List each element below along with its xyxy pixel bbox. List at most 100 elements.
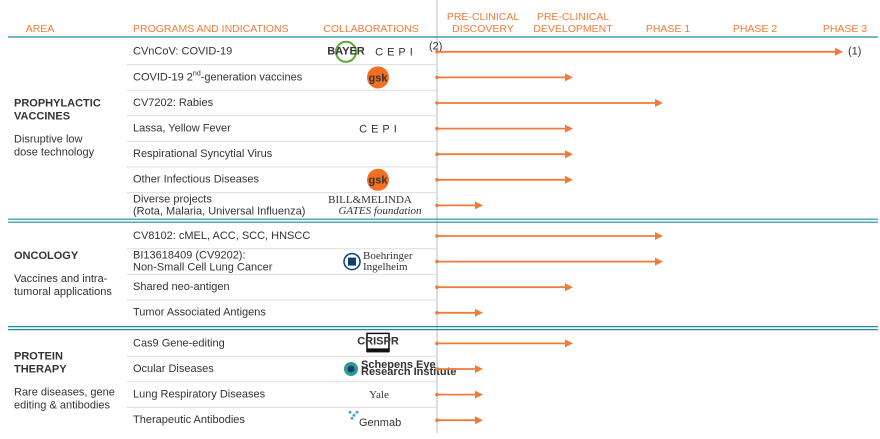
program-name: Therapeutic Antibodies (133, 414, 245, 426)
collaborator-logo: gsk (367, 168, 389, 191)
collaborator-logo: Yale (369, 389, 389, 401)
progress-arrowhead (475, 201, 483, 210)
collaborator-logo: BAYER (327, 40, 365, 63)
progress-start-dot (435, 178, 439, 182)
program-name: Non-Small Cell Lung Cancer (133, 262, 273, 274)
logo-emblem-bars (348, 257, 356, 266)
program-name: Tumor Associated Antigens (133, 307, 266, 319)
progress-arrowhead (565, 73, 573, 82)
logo-text: BAYER (327, 46, 365, 58)
progress-arrowhead (565, 283, 573, 292)
logo-dot (350, 416, 354, 420)
progress-arrowhead (475, 390, 483, 399)
logo-bar (367, 348, 389, 353)
program-superscript: nd (193, 70, 201, 77)
program-name: BI13618409 (CV9202): (133, 250, 246, 262)
progress-arrowhead (475, 308, 483, 317)
progress-arrowhead (655, 99, 663, 107)
progress-arrowhead (835, 47, 843, 56)
logo-text: gsk (369, 72, 389, 84)
area-title: ONCOLOGY (14, 250, 79, 262)
area-title: PROPHYLACTIC (14, 98, 101, 110)
program-name-tail: -generation vaccines (201, 71, 303, 83)
program-name: Shared neo-antigen (133, 281, 230, 293)
logo-text: CEPI (375, 47, 417, 59)
program-name: CV7202: Rabies (133, 97, 214, 109)
logo-dot (352, 413, 356, 417)
logo-text: GATES foundation (338, 205, 422, 217)
logo-superscript: (2) (429, 41, 442, 53)
logo-text: Boehringer (363, 250, 413, 262)
collaborator-logo: CEPI (2) (375, 41, 442, 59)
logo-circle (367, 168, 389, 191)
logo-dot (355, 410, 359, 414)
column-header: PHASE 1 (646, 23, 691, 35)
area-title: VACCINES (14, 111, 70, 123)
column-header: AREA (26, 23, 55, 35)
program-name: Cas9 Gene-editing (133, 337, 225, 349)
logo-text: gsk (369, 175, 389, 187)
logo-swirl-inner (347, 365, 355, 373)
area-subtitle: Disruptive low (14, 134, 83, 146)
logo-text: Schepens Eye (361, 359, 436, 371)
program-name: Lassa, Yellow Fever (133, 123, 231, 135)
progress-arrowhead (565, 339, 573, 348)
progress-start-dot (435, 234, 439, 238)
progress-arrowhead (655, 257, 663, 266)
column-header: PHASE 2 (733, 23, 778, 35)
progress-start-dot (435, 259, 439, 264)
progress-start-dot (435, 285, 439, 290)
program-name: Lung Respiratory Diseases (133, 389, 266, 401)
logo-ring (335, 40, 357, 63)
progress-start-dot (435, 101, 439, 105)
progress-start-dot (435, 152, 439, 156)
progress-arrowhead (475, 365, 483, 373)
program-name: Ocular Diseases (133, 363, 214, 375)
column-header: PROGRAMS AND INDICATIONS (133, 23, 289, 35)
column-header: PHASE 3 (823, 23, 868, 35)
progress-start-dot (435, 311, 439, 315)
progress-start-dot (435, 341, 439, 346)
collaborator-logo: CRISPR (357, 332, 399, 353)
progress-arrowhead (565, 124, 573, 133)
progress-start-dot (435, 367, 439, 371)
area-subtitle: dose technology (14, 147, 95, 159)
column-header: COLLABORATIONS (323, 23, 419, 35)
logo-text: BILL&MELINDA (328, 194, 412, 206)
program-name: CV8102: cMEL, ACC, SCC, HNSCC (133, 230, 310, 242)
logo-text: Ingelheim (363, 261, 408, 273)
progress-note: (1) (848, 46, 861, 58)
area-subtitle: Rare diseases, gene (14, 387, 115, 399)
collaborator-logo: Genmab (348, 410, 401, 429)
logo-dot (348, 410, 352, 414)
area-subtitle: editing & antibodies (14, 400, 111, 412)
program-name: Other Infectious Diseases (133, 174, 259, 186)
collaborator-logo: gsk (367, 66, 389, 89)
progress-start-dot (435, 75, 439, 80)
program-name: Respirational Syncytial Virus (133, 148, 273, 160)
area-subtitle: tumoral applications (14, 286, 112, 298)
area-subtitle: Vaccines and intra- (14, 273, 108, 285)
column-header: PRE-CLINICAL (447, 11, 520, 23)
program-name: Diverse projects (133, 193, 212, 205)
logo-emblem (343, 252, 361, 271)
progress-start-dot (435, 418, 439, 423)
logo-text: Genmab (359, 417, 401, 429)
logo-text: Yale (369, 389, 389, 401)
progress-arrowhead (565, 175, 573, 184)
progress-arrowhead (655, 232, 663, 240)
column-header: DISCOVERY (452, 23, 514, 35)
logo-text: CEPI (359, 124, 401, 136)
program-name: COVID-19 2nd-generation vaccines (133, 70, 303, 83)
area-title: THERAPY (14, 364, 67, 376)
logo-text: CRISPR (357, 335, 399, 347)
progress-start-dot (435, 126, 439, 131)
logo-text: Research Institute (361, 366, 456, 378)
progress-start-dot (435, 392, 439, 397)
progress-arrowhead (565, 150, 573, 159)
progress-start-dot (435, 50, 439, 54)
